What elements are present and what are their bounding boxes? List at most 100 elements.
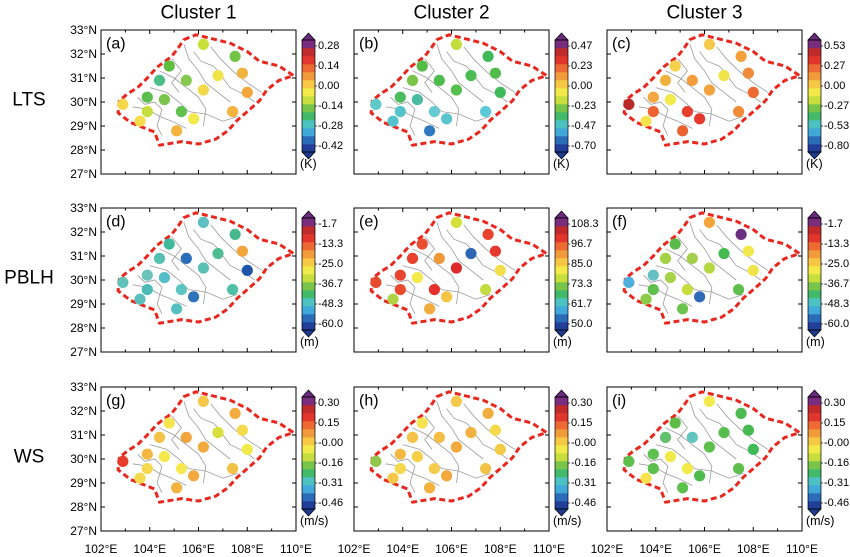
colorbar-segment: [808, 469, 821, 478]
colorbar-label: 108.3: [571, 218, 599, 230]
river-line: [159, 70, 207, 127]
river-line: [402, 444, 491, 479]
station-dot: [441, 113, 453, 125]
station-dot: [229, 407, 241, 419]
colorbar-segment: [302, 266, 315, 275]
colorbar-segment: [555, 136, 568, 145]
map-panel-f: (f): [606, 207, 803, 353]
station-dot: [686, 252, 698, 264]
station-dot: [465, 427, 477, 439]
lon-tick-label: 110°E: [786, 542, 818, 556]
colorbar-segment: [808, 314, 821, 323]
lon-tick-label: 104°E: [386, 542, 419, 556]
station-dot: [394, 448, 406, 460]
colorbar-segment: [302, 144, 315, 153]
colorbar-segment: [555, 80, 568, 89]
map-frame: [606, 29, 803, 175]
station-dot: [188, 470, 200, 482]
colorbar-segment: [302, 322, 315, 331]
station-dot: [153, 252, 166, 264]
lon-tick-label: 102°E: [85, 542, 118, 556]
station-dot: [180, 431, 192, 443]
colorbar-segment: [808, 501, 821, 510]
station-dot: [686, 431, 698, 443]
colorbar-segment: [302, 453, 315, 462]
river-line: [655, 265, 744, 300]
colorbar-label: 0.30: [824, 397, 845, 409]
colorbar-segment: [808, 397, 821, 406]
lat-tick-label: 27°N: [70, 167, 97, 181]
colorbar-segment: [555, 445, 568, 454]
colorbar-frame: [301, 396, 316, 510]
river-line: [390, 274, 416, 314]
river-line: [412, 248, 460, 305]
colorbar-segment: [302, 242, 315, 251]
colorbar-label: -0.53: [824, 120, 849, 132]
river-line: [689, 44, 737, 103]
station-dot: [480, 284, 492, 296]
station-dot: [482, 228, 494, 240]
station-dot: [153, 431, 166, 443]
colorbar-segment: [808, 48, 821, 57]
river-line: [716, 46, 769, 93]
colorbar-segment: [302, 298, 315, 307]
station-dot: [659, 74, 672, 86]
colorbar-segment: [555, 144, 568, 153]
colorbar-d: -1.7 -13.3 -25.0 -36.7 -48.3 -60.0 (m): [300, 210, 343, 349]
colorbar-label: -0.31: [318, 477, 343, 489]
basin-boundary: [116, 33, 296, 147]
station-dot: [669, 60, 681, 72]
colorbar-segment: [555, 226, 568, 235]
colorbar-segment: [302, 250, 315, 259]
station-dot: [441, 291, 453, 303]
colorbar-top-cap: [301, 210, 316, 219]
station-dot: [623, 98, 635, 110]
colorbar-segment: [555, 88, 568, 97]
colorbar-segment: [555, 437, 568, 446]
colorbar-segment: [555, 64, 568, 73]
colorbar-segment: [302, 421, 315, 430]
station-dot: [433, 74, 445, 86]
station-dot: [623, 455, 635, 467]
station-dot: [664, 94, 676, 106]
colorbar-f: -1.7 -13.3 -25.0 -36.7 -48.3 -60.0 (m): [806, 210, 849, 349]
colorbar-segment: [808, 128, 821, 137]
lat-tick-label: 31°N: [70, 71, 97, 85]
colorbar-label: 0.15: [318, 417, 339, 429]
map-panel-d: (d): [100, 207, 297, 353]
colorbar-unit: (K): [553, 157, 570, 171]
station-dot: [411, 451, 423, 463]
colorbar-label: -0.00: [824, 437, 849, 449]
river-line: [171, 415, 182, 450]
colorbar-frame: [554, 217, 569, 331]
colorbar-segment: [808, 80, 821, 89]
station-dot: [735, 228, 747, 240]
colorbar-e: 108.3 96.7 85.0 73.3 61.7 50.0 (m): [553, 210, 599, 349]
colorbar-segment: [302, 96, 315, 105]
station-dot: [416, 60, 428, 72]
colorbar-label: -0.80: [824, 140, 849, 152]
station-dot: [482, 407, 494, 419]
lat-tick-label: 32°N: [70, 404, 97, 418]
station-dot: [494, 86, 506, 98]
colorbar-segment: [302, 413, 315, 422]
colorbar-label: -0.27: [824, 100, 849, 112]
lat-tick-label: 30°N: [70, 452, 97, 466]
river-line: [655, 87, 744, 122]
station-dot: [227, 463, 239, 475]
station-dot: [227, 284, 239, 296]
river-line: [436, 222, 484, 281]
station-dot: [640, 293, 652, 305]
station-dot: [647, 106, 659, 118]
station-dot: [428, 106, 440, 118]
station-dot: [694, 291, 706, 303]
colorbar-label: -0.46: [824, 497, 849, 509]
colorbar-unit: (K): [806, 157, 823, 171]
river-line: [222, 77, 255, 103]
station-dot: [747, 443, 759, 455]
column-title-2: Cluster 2: [413, 3, 489, 24]
colorbar-top-cap: [807, 389, 822, 398]
station-dot: [171, 125, 183, 137]
colorbar-label: 0.23: [571, 60, 592, 72]
colorbar-segment: [555, 112, 568, 121]
